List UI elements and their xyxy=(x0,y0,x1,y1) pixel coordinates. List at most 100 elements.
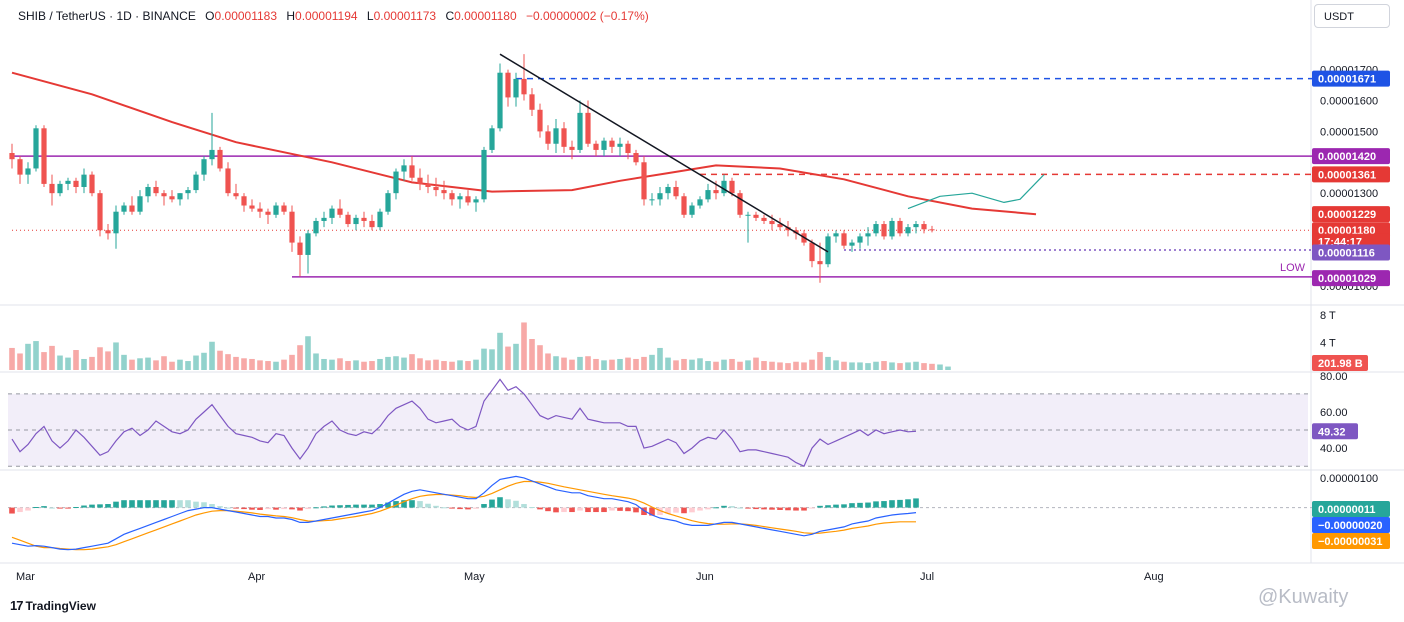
time-axis-label: Jul xyxy=(920,571,934,583)
candle xyxy=(313,220,319,234)
macd-histogram-bar xyxy=(361,504,367,508)
macd-histogram-bar xyxy=(625,507,631,512)
volume-bar xyxy=(585,356,591,370)
volume-bar xyxy=(841,361,847,370)
candle xyxy=(849,242,855,246)
macd-histogram-bar xyxy=(665,507,671,514)
macd-histogram-bar xyxy=(489,499,495,508)
candle xyxy=(81,174,87,187)
macd-histogram-bar xyxy=(593,507,599,513)
volume-bar xyxy=(321,358,327,370)
macd-histogram-bar xyxy=(865,502,871,508)
volume-bar xyxy=(465,361,471,370)
candle xyxy=(681,196,687,215)
volume-bar xyxy=(521,322,527,370)
candle xyxy=(353,217,359,225)
watermark-text: @Kuwaity xyxy=(1258,586,1349,608)
candle xyxy=(777,224,783,228)
volume-bar xyxy=(681,358,687,370)
candle xyxy=(321,217,327,221)
macd-histogram-bar xyxy=(713,507,719,509)
macd-histogram-bar xyxy=(777,507,783,510)
volume-bar xyxy=(17,353,23,370)
time-axis-label: Mar xyxy=(16,571,35,583)
volume-bar xyxy=(49,345,55,370)
candle xyxy=(625,143,631,154)
macd-histogram-bar xyxy=(801,507,807,511)
macd-histogram-bar xyxy=(729,506,735,508)
candle xyxy=(401,165,407,172)
volume-bar xyxy=(905,362,911,370)
candle xyxy=(25,168,31,175)
candle xyxy=(881,224,887,237)
volume-bar xyxy=(721,359,727,370)
volume-bar xyxy=(649,354,655,370)
candle xyxy=(473,199,479,203)
symbol-label[interactable]: SHIB / TetherUS · 1D · BINANCE xyxy=(18,9,196,23)
macd-histogram-bar xyxy=(825,505,831,508)
close-label: C xyxy=(445,9,455,23)
candle xyxy=(49,183,55,194)
macd-histogram-bar xyxy=(241,507,247,510)
macd-histogram-bar xyxy=(17,507,23,513)
candle xyxy=(137,196,143,212)
macd-histogram-bar xyxy=(689,507,695,513)
macd-histogram-bar xyxy=(913,498,919,508)
volume-bar xyxy=(833,360,839,370)
volume-bar xyxy=(937,364,943,370)
watermark: @Kuwaity xyxy=(1258,586,1348,609)
candle xyxy=(121,205,127,212)
macd-histogram-bar xyxy=(521,504,527,508)
candle xyxy=(545,131,551,144)
macd-histogram-bar xyxy=(417,501,423,508)
candle xyxy=(273,205,279,215)
candle xyxy=(521,78,527,95)
candle xyxy=(465,196,471,203)
volume-bar xyxy=(457,360,463,370)
macd-histogram-bar xyxy=(201,502,207,508)
macd-histogram-bar xyxy=(297,507,303,511)
macd-histogram-bar xyxy=(881,501,887,508)
volume-bar xyxy=(209,341,215,370)
time-axis-label: Aug xyxy=(1144,571,1164,583)
currency-button[interactable]: USDT xyxy=(1314,4,1390,28)
volume-bar xyxy=(193,355,199,370)
volume-bar xyxy=(849,362,855,370)
price-badge-label: 0.00001029 xyxy=(1318,273,1376,285)
volume-bar xyxy=(89,356,95,370)
candle xyxy=(193,174,199,191)
volume-bar xyxy=(169,361,175,370)
candle xyxy=(361,217,367,221)
volume-bar xyxy=(433,359,439,370)
macd-histogram-bar xyxy=(857,502,863,508)
candle xyxy=(201,159,207,175)
price-badge xyxy=(1312,148,1390,165)
macd-histogram-bar xyxy=(113,501,119,508)
macd-line xyxy=(11,475,917,551)
time-axis-label: Jun xyxy=(696,571,714,583)
tradingview-brand[interactable]: 17 TradingView xyxy=(10,598,96,613)
candle xyxy=(289,211,295,243)
candle xyxy=(809,242,815,262)
candle xyxy=(921,224,927,230)
volume-bar xyxy=(105,351,111,370)
volume-bar xyxy=(337,358,343,370)
volume-bar xyxy=(129,359,135,370)
volume-bar xyxy=(33,341,39,370)
macd-histogram-bar xyxy=(705,507,711,510)
macd-histogram-bar xyxy=(313,507,319,509)
close-value: 0.00001180 xyxy=(454,9,517,23)
change-value: −0.00000002 (−0.17%) xyxy=(525,9,649,23)
open-value: 0.00001183 xyxy=(214,9,278,23)
macd-histogram-bar xyxy=(753,507,759,510)
macd-histogram-bar xyxy=(233,507,239,509)
volume-bar xyxy=(153,360,159,370)
macd-histogram-bar xyxy=(905,499,911,508)
volume-bar xyxy=(657,347,663,370)
volume-bar xyxy=(697,358,703,370)
candle xyxy=(929,229,935,231)
volume-bar xyxy=(929,363,935,370)
candle xyxy=(633,153,639,163)
volume-bar xyxy=(345,361,351,370)
